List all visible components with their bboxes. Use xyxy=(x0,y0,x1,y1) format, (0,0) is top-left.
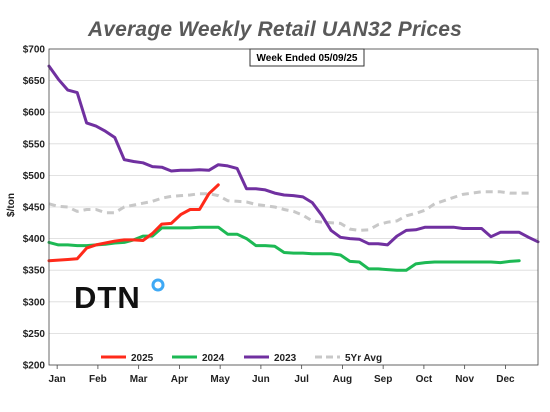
legend-item-2023: 2023 xyxy=(244,353,297,364)
y-tick-label: $300 xyxy=(23,297,46,308)
y-tick-label: $550 xyxy=(23,139,46,150)
legend-label: 2023 xyxy=(274,353,297,364)
chart-title: Average Weekly Retail UAN32 Prices xyxy=(87,18,463,41)
dtn-logo: DTN xyxy=(74,278,165,315)
legend: 2025 2024 2023 5Yr Avg xyxy=(101,353,382,364)
x-tick-label: Jul xyxy=(294,374,309,385)
y-tick-label: $650 xyxy=(23,76,46,87)
series-lines xyxy=(47,64,540,272)
legend-label: 2025 xyxy=(131,353,154,364)
y-tick-label: $500 xyxy=(23,171,46,182)
x-tick-label: May xyxy=(210,374,230,385)
plot-frame xyxy=(48,48,539,366)
series-line-2023 xyxy=(47,64,540,247)
logo-dot-icon xyxy=(151,278,165,292)
x-tick-label: Mar xyxy=(130,374,148,385)
y-tick-label: $200 xyxy=(23,361,46,372)
series-line-2025 xyxy=(47,183,220,263)
y-tick-label: $350 xyxy=(23,266,46,277)
x-tick-label: Aug xyxy=(333,374,352,385)
y-tick-label: $700 xyxy=(23,45,46,56)
x-tick-label: Nov xyxy=(455,374,474,385)
y-axis-label: $/ton xyxy=(6,193,17,217)
subtitle-box: Week Ended 05/09/25 xyxy=(249,48,365,67)
y-tick-label: $250 xyxy=(23,329,46,340)
x-tick-label: Dec xyxy=(496,374,515,385)
chart-subtitle: Week Ended 05/09/25 xyxy=(257,53,358,64)
series-line-5yr-avg xyxy=(48,190,529,232)
logo-text: DTN xyxy=(74,280,141,315)
x-tick-label: Jun xyxy=(252,374,270,385)
legend-item-5yr-avg: 5Yr Avg xyxy=(315,353,382,364)
legend-label: 5Yr Avg xyxy=(345,353,382,364)
x-tick-label: Feb xyxy=(89,374,107,385)
x-tick-label: Oct xyxy=(416,374,433,385)
y-tick-label: $450 xyxy=(23,203,46,214)
series-line-2024 xyxy=(47,225,521,272)
legend-label: 2024 xyxy=(202,353,225,364)
x-tick-label: Jan xyxy=(49,374,66,385)
x-axis-ticks: Jan Feb Mar Apr May Jun Jul Aug Sep Oct Nov Dec xyxy=(49,365,515,385)
x-tick-label: Apr xyxy=(171,374,188,385)
legend-item-2024: 2024 xyxy=(172,353,225,364)
legend-item-2025: 2025 xyxy=(101,353,154,364)
y-tick-label: $600 xyxy=(23,108,46,119)
y-tick-label: $400 xyxy=(23,234,46,245)
x-tick-label: Sep xyxy=(374,374,392,385)
y-axis-ticks: $200 $250 $300 $350 $400 $450 $500 $550 $600 $650… xyxy=(23,45,46,372)
